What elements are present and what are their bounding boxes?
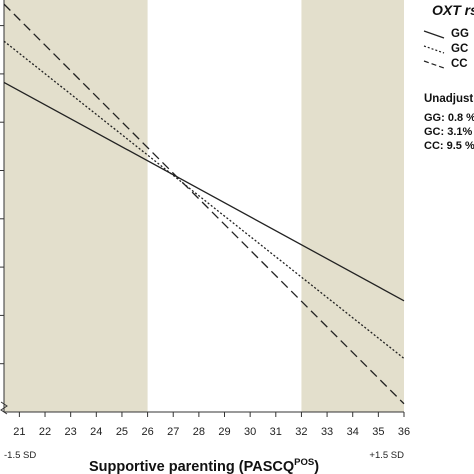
stats-line: GG: 0.8 % [424, 112, 474, 124]
sd-label-low: -1.5 SD [4, 450, 36, 461]
shaded-region [4, 0, 148, 412]
x-tick-label: 30 [244, 426, 256, 438]
x-axis-title-superscript: POS [294, 457, 314, 468]
x-tick-label: 23 [65, 426, 77, 438]
series-line-gg [3, 81, 405, 302]
stats-line: GC: 3.1% [424, 126, 473, 138]
y-ticks [0, 25, 4, 365]
x-tick-label: 34 [347, 426, 359, 438]
legend-swatch [423, 45, 445, 54]
x-tick-label: 25 [116, 426, 128, 438]
x-tick-label: 35 [372, 426, 384, 438]
stats-box: Unadjust GG: 0.8 % GC: 3.1% CC: 9.5 % [424, 93, 474, 152]
shaded-region [301, 0, 404, 412]
shaded-regions [4, 0, 404, 412]
x-tick-label: 36 [398, 426, 410, 438]
legend-label: CC [451, 58, 468, 70]
legend-swatch [423, 60, 445, 69]
sd-label-high: +1.5 SD [369, 450, 404, 461]
x-tick-label: 28 [193, 426, 205, 438]
stats-title: Unadjust [424, 93, 473, 105]
x-tick-label: 24 [90, 426, 102, 438]
x-ticks: 21 22 23 24 25 26 27 28 29 30 31 32 33 34 35 36 [13, 412, 410, 438]
x-tick-label: 31 [270, 426, 282, 438]
x-tick-label: 29 [218, 426, 230, 438]
legend-label: GG [451, 28, 469, 40]
series-line-gc [3, 40, 405, 359]
legend-entries: GG GC CC [423, 28, 469, 70]
x-tick-label: 33 [321, 426, 333, 438]
x-tick-label: 26 [141, 426, 153, 438]
series-line-cc [3, 3, 405, 405]
axis-break-mark [0, 401, 8, 415]
legend-label: GC [451, 43, 468, 55]
x-axis-title: Supportive parenting (PASCQPOS) [89, 457, 319, 474]
legend: OXT rs GG GC CC [423, 2, 474, 70]
x-tick-label: 21 [13, 426, 25, 438]
legend-swatch [423, 30, 445, 39]
series-lines [3, 3, 405, 405]
x-tick-label: 27 [167, 426, 179, 438]
stats-line: CC: 9.5 % [424, 140, 474, 152]
x-tick-label: 22 [39, 426, 51, 438]
x-tick-label: 32 [295, 426, 307, 438]
legend-title: OXT rs [432, 2, 474, 18]
